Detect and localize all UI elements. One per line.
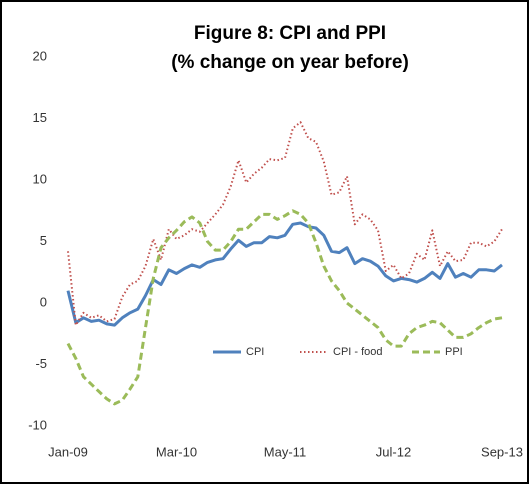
- legend-label: PPI: [445, 346, 463, 358]
- chart-title: Figure 8: CPI and PPI: [194, 23, 386, 44]
- y-tick-label: 10: [33, 171, 47, 186]
- y-tick-label: 5: [40, 233, 47, 248]
- x-tick-label: May-11: [264, 444, 306, 459]
- y-tick-label: -5: [35, 356, 47, 371]
- y-tick-label: 15: [33, 110, 47, 125]
- legend-label: CPI: [246, 346, 264, 358]
- series-line: [67, 121, 503, 327]
- series-line: [66, 221, 503, 327]
- series-line: [66, 209, 503, 406]
- legend-label: CPI - food: [333, 346, 383, 358]
- chart-subtitle: (% change on year before): [171, 52, 409, 73]
- y-tick-label: -10: [28, 417, 47, 432]
- x-tick-label: Sep-13: [481, 444, 523, 459]
- y-tick-label: 0: [40, 294, 47, 309]
- y-tick-label: 20: [33, 48, 47, 63]
- x-tick-label: Mar-10: [156, 444, 197, 459]
- x-tick-label: Jan-09: [48, 444, 88, 459]
- x-tick-label: Jul-12: [376, 444, 411, 459]
